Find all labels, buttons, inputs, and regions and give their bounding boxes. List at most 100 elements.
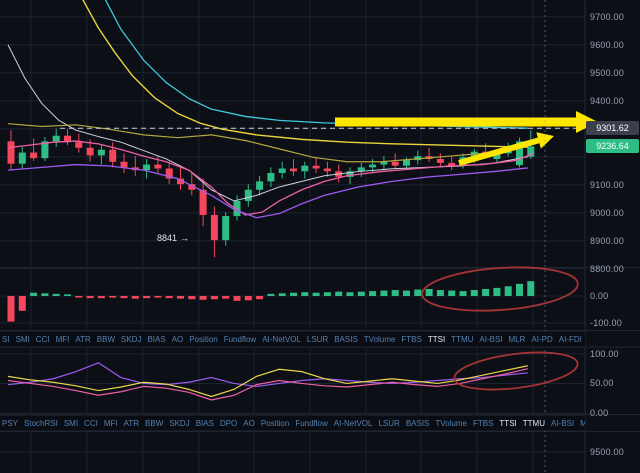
tab-bbw[interactable]: BBW — [96, 334, 115, 344]
tab-tvolume[interactable]: TVolume — [363, 334, 396, 344]
hist-bar — [380, 290, 388, 296]
tab-stochrsi[interactable]: StochRSI — [24, 418, 58, 428]
candle-body — [448, 162, 456, 166]
candle-body — [380, 161, 388, 165]
long-ma-yellow-line — [82, 0, 528, 148]
hist-bar — [109, 295, 117, 298]
candle-body — [312, 165, 320, 169]
tab-position[interactable]: Position — [260, 418, 290, 428]
hist-bar — [403, 290, 410, 296]
hist-bar — [301, 292, 309, 296]
osc-yellow-line — [7, 365, 528, 398]
tab-skdj[interactable]: SKDJ — [169, 418, 190, 428]
tab-ai-bsi[interactable]: AI-BSI — [550, 418, 575, 428]
tab-ttmu[interactable]: TTMU — [522, 418, 545, 428]
tab-ao[interactable]: AO — [243, 418, 255, 428]
tab-lsur[interactable]: LSUR — [378, 418, 400, 428]
ma-pink-line — [7, 140, 534, 216]
hist-bar — [199, 295, 207, 300]
hist-bar — [470, 290, 478, 296]
candle-body — [109, 149, 117, 162]
tab-dpo[interactable]: DPO — [219, 418, 238, 428]
tab-fundflow[interactable]: Fundflow — [295, 418, 328, 428]
hist-bar — [448, 290, 456, 296]
hist-bar — [143, 295, 151, 299]
tab-bbw[interactable]: BBW — [145, 418, 164, 428]
annotation-arrow-right — [335, 111, 598, 133]
hist-bar — [493, 287, 501, 296]
candle-body — [64, 135, 71, 143]
candle-body — [267, 172, 275, 182]
hist-bar — [482, 288, 490, 296]
tab-bias[interactable]: BIAS — [147, 334, 166, 344]
hist-bar — [30, 292, 38, 296]
tab-smi[interactable]: SMI — [63, 418, 79, 428]
tab-tvolume[interactable]: TVolume — [435, 418, 467, 428]
tab-psy[interactable]: PSY — [2, 418, 19, 428]
hist-bar — [425, 288, 433, 296]
tab-lsur[interactable]: LSUR — [306, 334, 329, 344]
tab-basis[interactable]: BASIS — [405, 418, 430, 428]
tab-mfi[interactable]: MFI — [103, 418, 118, 428]
hist-bar — [391, 290, 399, 296]
hist-bar — [165, 295, 173, 299]
candle-body — [256, 181, 264, 190]
tab-ttsi[interactable]: TTSI — [427, 334, 446, 344]
tab-position[interactable]: Position — [189, 334, 218, 344]
candle-body — [154, 164, 162, 169]
tab-smi[interactable]: SMI — [15, 334, 30, 344]
hist-bar — [18, 295, 26, 311]
tab-ttmu[interactable]: TTMU — [451, 334, 474, 344]
tab-ao[interactable]: AO — [171, 334, 184, 344]
candle-body — [97, 149, 105, 156]
tab-ai-fdi[interactable]: AI-FDI — [558, 334, 582, 344]
tab-mlr[interactable]: MLR — [580, 419, 585, 428]
hist-bar — [459, 291, 467, 296]
tab-cci[interactable]: CCI — [84, 418, 98, 428]
hist-bar — [527, 281, 535, 296]
tab-ai-netvol[interactable]: AI-NetVOL — [333, 418, 373, 428]
tab-ai-pd[interactable]: AI-PD — [531, 334, 553, 344]
tab-cci[interactable]: CCI — [35, 334, 50, 344]
hist-bar — [516, 283, 523, 296]
tab-ttsi[interactable]: TTSI — [499, 418, 517, 428]
tab-mlr[interactable]: MLR — [508, 334, 526, 344]
tab-ai-netvol[interactable]: AI-NetVOL — [262, 334, 301, 344]
candle-body — [86, 147, 94, 156]
candle-body — [188, 184, 196, 190]
candle-body — [177, 178, 184, 185]
tab-atr[interactable]: ATR — [123, 418, 140, 428]
candle-body — [346, 171, 354, 177]
hist-bar — [75, 295, 83, 298]
tab-bias[interactable]: BIAS — [195, 418, 214, 428]
candle-body — [244, 189, 252, 201]
tab-si[interactable]: SI — [2, 334, 10, 344]
hist-bar — [210, 295, 218, 300]
tab-ftbs[interactable]: FTBS — [401, 334, 422, 344]
hist-bar — [188, 295, 196, 300]
candle-body — [369, 164, 377, 168]
candle-body — [301, 165, 309, 172]
ma-purple-line — [7, 163, 528, 219]
annotation-ellipse-osc — [453, 351, 579, 391]
hist-bar — [7, 295, 15, 322]
ma-cyan-line — [104, 0, 528, 129]
tab-fundflow[interactable]: Fundflow — [223, 334, 257, 344]
indicator-tabs-row2: PSY StochRSI SMI CCI MFI ATR BBW SKDJ BIAS DPO AO P… — [0, 415, 585, 431]
candle-body — [41, 141, 49, 159]
hist-bar — [97, 295, 105, 299]
candle-body — [323, 168, 331, 172]
tab-ftbs[interactable]: FTBS — [472, 418, 494, 428]
tab-skdj[interactable]: SKDJ — [121, 334, 142, 344]
tab-ai-bsi[interactable]: AI-BSI — [479, 334, 503, 344]
candle-body — [165, 168, 173, 179]
hist-bar — [256, 295, 264, 300]
tab-basis[interactable]: BASIS — [334, 334, 358, 344]
tab-atr[interactable]: ATR — [75, 334, 91, 344]
candle-body — [290, 168, 297, 172]
osc-purple-line — [7, 362, 528, 388]
tab-mfi[interactable]: MFI — [55, 334, 70, 344]
hist-bar — [290, 292, 297, 296]
